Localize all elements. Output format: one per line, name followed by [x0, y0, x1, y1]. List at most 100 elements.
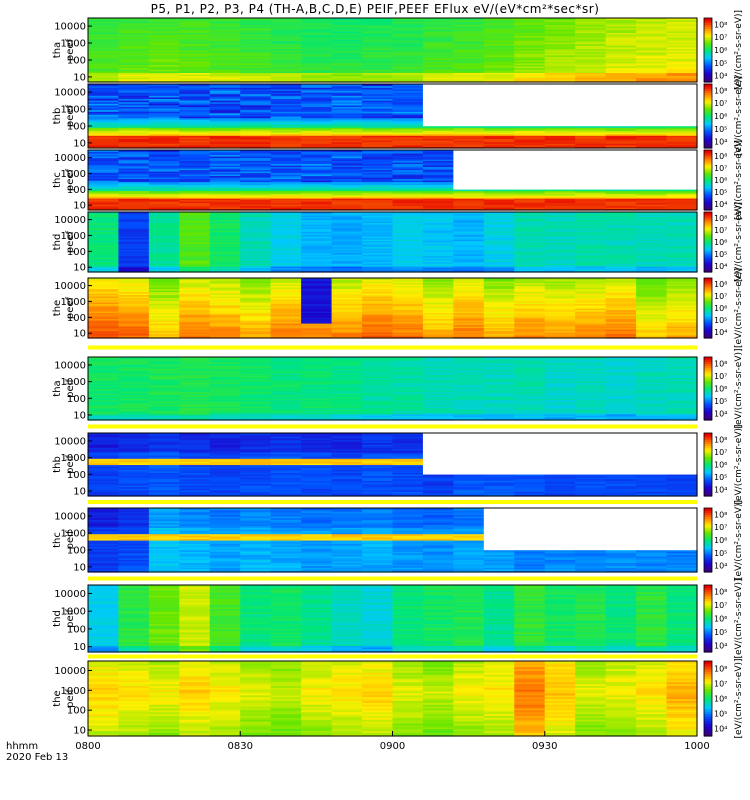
thc-peef-colorbar-step — [704, 172, 712, 175]
the-peef-cell — [575, 303, 607, 306]
thc-peef-cell — [362, 154, 394, 157]
tha-peef-cell — [301, 27, 333, 30]
thd-peef-cell — [88, 227, 120, 230]
the-peef-cell — [544, 323, 576, 326]
thb-peef-cell — [666, 96, 698, 99]
tha-peef-cell — [209, 24, 241, 27]
thc-peef-cell — [301, 184, 333, 187]
tha-peif-cell — [209, 416, 241, 420]
thc-peef-cell — [331, 189, 363, 192]
thd-peef-cell — [240, 225, 272, 228]
tha-peif-cell — [88, 390, 120, 393]
tha-peef-cell — [209, 42, 241, 45]
thd-peef-colorbar-step — [704, 240, 712, 243]
thb-peef-cell — [483, 135, 515, 138]
thd-peef-cell — [666, 239, 698, 242]
thc-peef-cell — [392, 162, 424, 165]
tha-peif-cell — [392, 416, 424, 420]
tha-peif-cell — [209, 375, 241, 379]
thd-peef-cell — [88, 252, 120, 255]
tha-peef-cell — [179, 27, 211, 30]
tha-peif-cell — [118, 397, 150, 401]
tha-peef-cell — [362, 32, 394, 35]
tha-peef-cell — [453, 26, 485, 29]
thb-peef-cell — [209, 111, 241, 114]
tha-peef-cell — [514, 64, 546, 67]
thd-peef-cell — [362, 263, 394, 266]
tha-peef-cell — [301, 38, 333, 41]
thb-peef-cell — [240, 90, 272, 93]
thb-peef-cell — [392, 90, 424, 93]
tha-peif-cell — [636, 410, 668, 413]
thd-peef-cell — [544, 234, 576, 237]
thd-peef-cell — [362, 240, 394, 243]
thc-peef-cell — [605, 160, 637, 163]
thb-peef-cell — [605, 128, 637, 131]
thb-peef-cell — [453, 144, 485, 147]
thd-peef-cell — [392, 251, 424, 254]
thc-peef-cell — [453, 199, 485, 202]
the-peef-cell — [148, 317, 180, 320]
thd-peef-cell — [605, 213, 637, 216]
thd-peef-cell — [422, 254, 454, 257]
tha-peef-cell — [270, 21, 302, 24]
thc-peef-cell — [270, 163, 302, 166]
thd-peef-colorbar-step — [704, 238, 712, 241]
tha-peef-cell — [636, 45, 668, 48]
thd-peef-cell — [636, 252, 668, 255]
thd-peef-cell — [301, 225, 333, 228]
thd-peef-cell — [270, 215, 302, 218]
thb-peef-cell — [331, 124, 363, 127]
thb-peef-cell — [88, 114, 120, 117]
thc-peef-cell — [148, 156, 180, 159]
thb-peef-cell — [88, 127, 120, 130]
the-peef-cell — [331, 308, 363, 311]
thb-peef-cell — [88, 119, 120, 122]
thc-peef-cell — [605, 190, 637, 193]
tha-peef-cell — [453, 35, 485, 38]
tha-peif-cell — [483, 390, 515, 393]
thb-peef-cell — [331, 132, 363, 135]
tha-peif-cell — [301, 380, 333, 383]
tha-peef-cell — [483, 70, 515, 73]
thb-peef-cell — [575, 128, 607, 131]
thd-peef-cell — [514, 254, 546, 257]
tha-peef-cell — [636, 64, 668, 67]
the-peef-cell — [605, 302, 637, 305]
thb-peef-cell — [179, 90, 211, 93]
tha-peef-cell — [483, 38, 515, 41]
thd-peef-cell — [605, 264, 637, 267]
thb-peef-cell — [88, 101, 120, 104]
tha-peef-cell — [240, 21, 272, 24]
thc-peef-cell — [575, 186, 607, 189]
the-peef-cell — [362, 293, 394, 296]
thb-peef-cell — [301, 130, 333, 133]
thd-peef-cell — [544, 236, 576, 239]
thc-peef-cell — [88, 193, 120, 196]
the-peef-cell — [666, 311, 698, 314]
thc-peef-cell — [392, 199, 424, 202]
thb-peef-cell — [88, 128, 120, 131]
the-peef-cell — [240, 329, 272, 332]
thd-peef-cell — [666, 267, 698, 270]
tha-peif-cell — [514, 377, 546, 380]
thc-peef-cell — [483, 177, 515, 180]
tha-peif-cell — [301, 412, 333, 415]
the-peef-cell — [148, 306, 180, 309]
tha-peif-cell — [209, 379, 241, 382]
the-peef-cell — [666, 314, 698, 317]
the-peef-cell — [88, 312, 120, 315]
thb-peef-cell — [301, 101, 333, 104]
tha-peef-cell — [605, 58, 637, 61]
thb-peef-cell — [514, 117, 546, 120]
thc-peef-cell — [514, 151, 546, 154]
thb-peef-cell — [636, 144, 668, 147]
tha-peef-cell — [331, 38, 363, 41]
thb-peef-cell — [88, 141, 120, 144]
the-peef-cell — [666, 320, 698, 323]
thd-peef-cell — [148, 252, 180, 255]
thd-peef-cell — [179, 248, 211, 251]
thb-peef-cell — [544, 109, 576, 112]
tha-peef-cell — [331, 30, 363, 33]
the-peef-cell — [240, 296, 272, 299]
